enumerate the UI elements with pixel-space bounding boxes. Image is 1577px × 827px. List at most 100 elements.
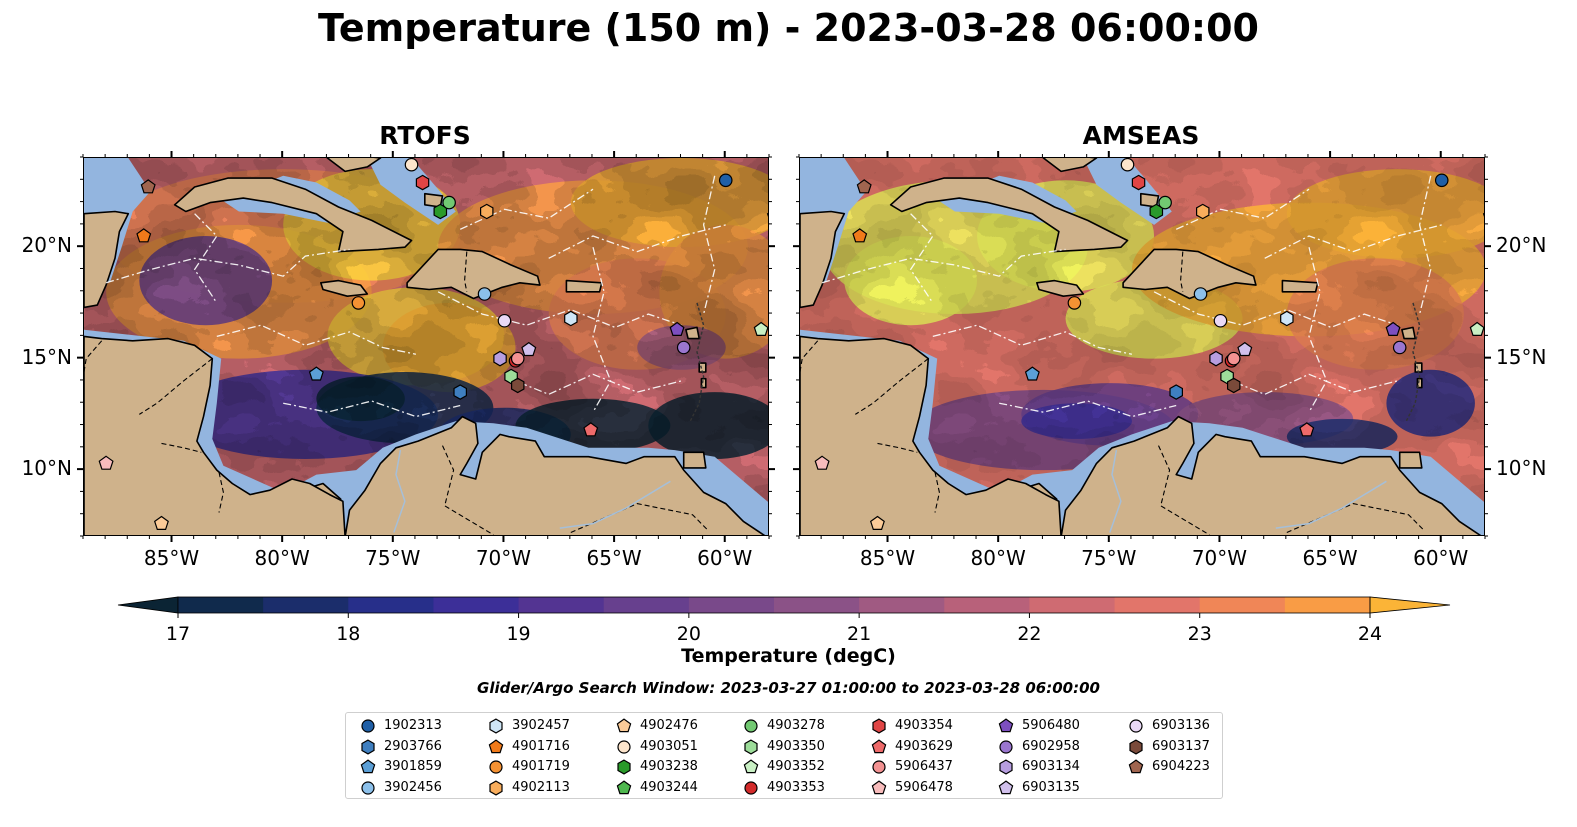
map-marker-4903051	[1120, 158, 1135, 172]
map-marker-4903354	[415, 174, 430, 191]
legend-label: 3902457	[512, 718, 570, 733]
circle-marker-icon	[1129, 719, 1143, 733]
hexagon-marker-icon	[872, 718, 886, 734]
map-marker-4903354	[1131, 174, 1146, 191]
legend-label: 4903354	[895, 718, 953, 733]
legend-marker-6903134	[999, 759, 1013, 775]
legend-label: 4903629	[895, 738, 953, 754]
platform-legend: 1902313 2903766 3901859 3902456 3902457 49017…	[345, 712, 1223, 799]
hexagon-marker-icon	[744, 738, 758, 755]
map-marker-5906480	[669, 321, 685, 336]
legend-marker-6903135	[998, 779, 1014, 794]
map-marker-6903137	[1227, 377, 1241, 394]
lon-tick-label: 65°W	[586, 546, 642, 570]
legend-marker-6903136	[1129, 719, 1143, 733]
legend-label: 4901716	[512, 738, 570, 754]
map-marker-5906437	[510, 351, 525, 366]
legend-marker-4902476	[616, 718, 632, 733]
lon-tick-label: 80°W	[970, 546, 1026, 570]
map-marker-4901716	[852, 228, 868, 243]
map-marker-4903278	[1158, 195, 1172, 210]
circle-marker-icon	[361, 780, 375, 795]
colorbar-segment	[433, 597, 520, 613]
legend-marker-6903137	[1129, 738, 1143, 755]
hexagon-marker-icon	[1129, 738, 1143, 755]
map-marker-4903244	[766, 212, 768, 217]
legend-label: 4903353	[767, 779, 825, 795]
circle-marker-icon	[744, 780, 758, 795]
legend-marker-3902456	[361, 780, 375, 795]
map-marker-4902113	[480, 203, 494, 220]
lat-tick-label-left: 20°N	[21, 233, 72, 258]
colorbar-tick-label: 21	[847, 623, 871, 642]
lon-tick-label: 85°W	[143, 546, 200, 570]
lat-tick-label-left: 15°N	[21, 344, 72, 369]
circle-marker-icon	[617, 739, 631, 754]
colorbar-segment	[688, 597, 775, 613]
lon-tick-label: 75°W	[365, 546, 421, 570]
search-window-text: Glider/Argo Search Window: 2023-03-27 01…	[477, 679, 1100, 697]
hexagon-marker-icon	[489, 779, 503, 796]
legend-marker-5906480	[998, 718, 1014, 733]
legend-label: 6903137	[1152, 738, 1210, 754]
legend-marker-5906437	[872, 760, 886, 774]
legend-label: 4903051	[640, 738, 698, 754]
colorbar-segment	[1284, 597, 1371, 613]
legend-marker-5906478	[871, 779, 887, 794]
legend-label: 4902476	[640, 718, 698, 733]
legend-label: 6903135	[1022, 779, 1080, 795]
legend-label: 1902313	[384, 718, 442, 733]
legend-label: 6903134	[1022, 759, 1080, 774]
circle-marker-icon	[489, 760, 503, 774]
map-marker-4903629	[1299, 422, 1315, 437]
map-marker-3901859	[308, 366, 324, 381]
map-marker-5906478	[98, 455, 114, 470]
map-marker-3901859	[1024, 366, 1040, 381]
pentagon-marker-icon	[871, 779, 887, 794]
pentagon-marker-icon	[998, 779, 1014, 794]
hexagon-marker-icon	[617, 759, 631, 775]
legend-marker-1902313	[361, 719, 375, 733]
map-marker-4902476	[153, 515, 169, 530]
legend-marker-4903353	[744, 780, 758, 795]
map-marker-6903134	[493, 350, 507, 367]
lat-tick-label-right: 20°N	[1496, 233, 1547, 258]
colorbar-tick-label: 20	[677, 623, 701, 642]
map-marker-4903244	[1482, 212, 1484, 217]
legend-marker-4901719	[489, 760, 503, 774]
pentagon-marker-icon	[616, 779, 632, 794]
hexagon-marker-icon	[361, 738, 375, 755]
map-marker-6903137	[511, 377, 525, 394]
colorbar-segment	[1199, 597, 1286, 613]
legend-marker-4901716	[488, 738, 504, 753]
colorbar-tick-label: 22	[1017, 623, 1041, 642]
legend-label: 4903352	[767, 759, 825, 774]
map-marker-6903134	[1209, 350, 1223, 367]
colorbar-extend-high	[1369, 596, 1451, 614]
legend-label: 4903278	[767, 718, 825, 733]
legend-marker-4902113	[489, 779, 503, 796]
legend-label: 5906480	[1022, 718, 1080, 733]
lon-tick-label: 70°W	[1191, 546, 1248, 570]
map-panel-rtofs[interactable]	[83, 157, 769, 536]
legend-label: 5906478	[895, 779, 953, 795]
colorbar-tick-label: 24	[1358, 623, 1382, 642]
circle-marker-icon	[872, 760, 886, 774]
map-marker-2903766	[1169, 384, 1183, 400]
map-panel-amseas[interactable]	[799, 157, 1485, 536]
map-marker-6903135	[521, 341, 537, 357]
colorbar: 17 18 19 20 21 22 23 24	[117, 596, 1451, 642]
legend-marker-3901859	[360, 759, 376, 774]
legend-marker-6904223	[1128, 759, 1144, 774]
pentagon-marker-icon	[998, 718, 1014, 733]
legend-label: 3901859	[384, 759, 442, 774]
lon-tick-label: 60°W	[697, 546, 753, 570]
colorbar-segment	[944, 597, 1030, 613]
map-marker-4903278	[442, 195, 456, 210]
map-marker-6903135	[1237, 341, 1253, 357]
map-marker-6902958	[676, 340, 691, 355]
pentagon-marker-icon	[871, 738, 887, 753]
lon-tick-label: 75°W	[1081, 546, 1137, 570]
map-marker-3902457	[1280, 310, 1294, 327]
colorbar-segment	[1029, 597, 1116, 613]
